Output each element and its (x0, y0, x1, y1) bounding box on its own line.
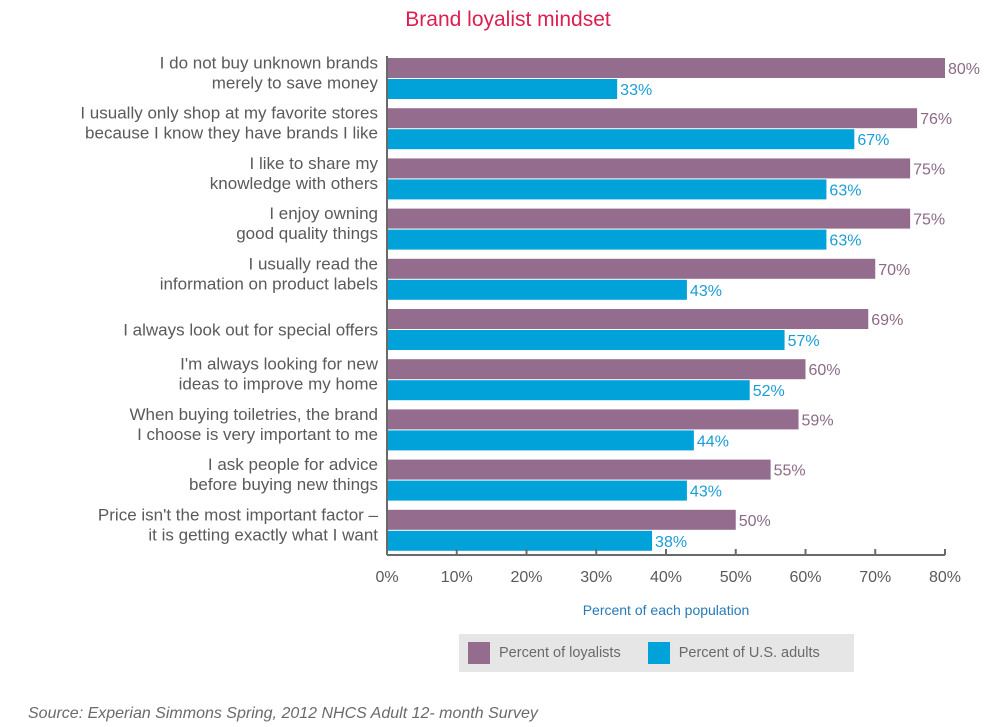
category-label: I ask people for advice (208, 455, 378, 474)
x-tick-label: 10% (441, 569, 473, 586)
data-label: 38% (655, 534, 687, 551)
category-label: it is getting exactly what I want (148, 525, 378, 544)
bar (387, 480, 687, 501)
category-label: When buying toiletries, the brand (129, 405, 378, 424)
bar (387, 129, 855, 150)
x-tick-label: 20% (510, 569, 542, 586)
bar (387, 330, 785, 350)
category-label: I choose is very important to me (137, 425, 378, 444)
data-label: 70% (878, 262, 910, 279)
category-label: knowledge with others (210, 174, 378, 193)
category-label: I'm always looking for new (180, 355, 379, 374)
category-label: I usually only shop at my favorite store… (80, 104, 378, 123)
data-label: 33% (620, 82, 652, 99)
data-label: 55% (774, 463, 806, 480)
x-tick-label: 40% (650, 569, 682, 586)
data-label: 50% (739, 513, 771, 530)
bar (387, 430, 694, 451)
bar (387, 530, 653, 551)
data-label: 44% (697, 433, 729, 450)
bar (387, 409, 799, 430)
bar (387, 279, 687, 300)
data-label: 59% (802, 412, 834, 429)
category-label: I do not buy unknown brands (160, 54, 378, 73)
data-label: 67% (857, 132, 889, 149)
bar (387, 229, 827, 250)
data-label: 43% (690, 283, 722, 300)
bar (387, 309, 869, 329)
legend-item-loyalists: Percent of loyalists (468, 642, 621, 664)
bar (387, 79, 618, 99)
bar (387, 509, 736, 530)
category-label: I like to share my (250, 154, 379, 173)
legend-swatch-loyalists (468, 642, 490, 664)
data-label: 60% (809, 362, 841, 379)
x-tick-label: 0% (375, 569, 398, 586)
x-axis-label: Percent of each population (582, 602, 750, 618)
data-label: 75% (913, 212, 945, 229)
legend-item-us-adults: Percent of U.S. adults (647, 642, 820, 664)
bar (387, 258, 876, 279)
category-label: before buying new things (189, 475, 378, 494)
x-tick-label: 50% (720, 569, 752, 586)
category-label: merely to save money (212, 74, 379, 93)
source-note: Source: Experian Simmons Spring, 2012 NH… (28, 705, 538, 722)
data-label: 69% (871, 312, 903, 329)
data-label: 52% (753, 383, 785, 400)
category-label: because I know they have brands I like (85, 124, 378, 143)
chart-title: Brand loyalist mindset (405, 8, 611, 31)
category-label: I usually read the (249, 254, 378, 273)
category-label: I always look out for special offers (123, 321, 378, 340)
x-tick-label: 80% (929, 569, 961, 586)
bar (387, 158, 911, 179)
data-label: 63% (829, 233, 861, 250)
data-label: 75% (913, 161, 945, 178)
x-tick-label: 70% (859, 569, 891, 586)
bar (387, 380, 750, 401)
legend-label: Percent of loyalists (499, 645, 621, 661)
bar (387, 108, 918, 129)
x-tick-label: 60% (789, 569, 821, 586)
data-label: 63% (829, 182, 861, 199)
legend-label: Percent of U.S. adults (678, 645, 820, 661)
data-label: 76% (920, 111, 952, 128)
bar (387, 208, 911, 229)
legend: Percent of loyalists Percent of U.S. adu… (459, 634, 854, 672)
bar (387, 58, 945, 78)
x-tick-label: 30% (580, 569, 612, 586)
bar (387, 359, 806, 380)
data-label: 57% (788, 333, 820, 350)
legend-swatch-us-adults (647, 642, 670, 664)
category-label: information on product labels (160, 274, 378, 293)
bar (387, 459, 771, 480)
bar (387, 179, 827, 200)
category-label: ideas to improve my home (179, 375, 378, 394)
category-label: Price isn't the most important factor – (98, 505, 379, 524)
data-label: 43% (690, 484, 722, 501)
data-label: 80% (948, 61, 980, 78)
category-label: good quality things (236, 224, 378, 243)
category-label: I enjoy owning (269, 204, 378, 223)
